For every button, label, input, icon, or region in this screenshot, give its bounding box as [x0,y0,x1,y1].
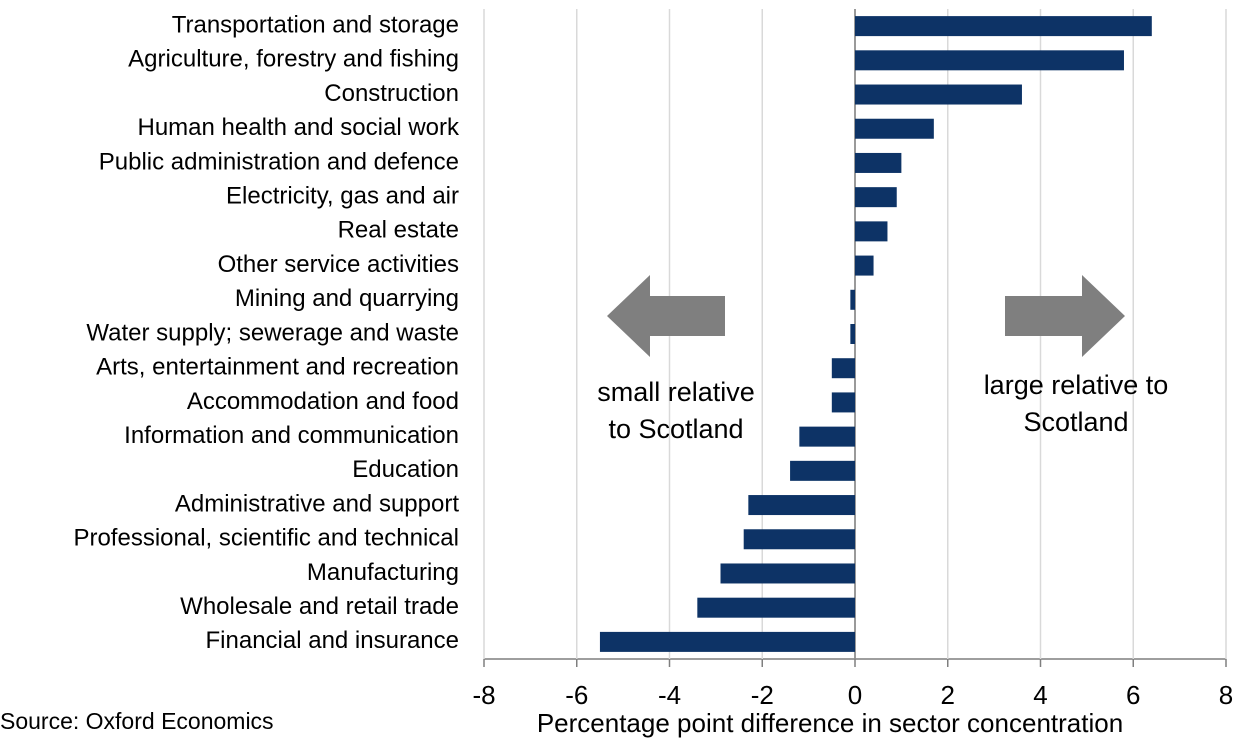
annotation: small relative [597,377,755,407]
y-tick-label: Other service activities [218,251,459,278]
annotation: Scotland [1023,407,1128,437]
y-tick-label: Administrative and support [175,490,459,517]
y-tick-label: Electricity, gas and air [226,183,459,210]
y-tick-label: Human health and social work [137,114,460,141]
y-tick-label: Transportation and storage [172,11,459,38]
left-arrow [607,275,725,357]
bar [855,84,1022,105]
y-tick-label: Education [352,456,459,483]
bar [799,426,855,447]
bar [599,631,855,652]
x-tick-label: -8 [472,680,495,710]
bar [855,16,1152,37]
y-tick-label: Financial and insurance [206,627,460,654]
bar [748,495,855,516]
x-tick-label: 0 [848,680,862,710]
x-tick-label: 6 [1126,680,1140,710]
bar [855,50,1124,71]
bar [855,118,934,139]
bar [855,152,902,173]
y-tick-label: Wholesale and retail trade [180,593,459,620]
x-tick-label: 4 [1033,680,1047,710]
bar [743,529,855,550]
y-tick-label: Professional, scientific and technical [73,525,459,552]
y-tick-label: Information and communication [124,422,459,449]
y-tick-label: Arts, entertainment and recreation [96,354,459,381]
y-tick-label: Accommodation and food [187,388,459,415]
x-tick-label: -6 [565,680,588,710]
x-tick-label: -2 [751,680,774,710]
bar [697,597,855,618]
bar [850,324,855,344]
right-arrow [1005,275,1125,357]
bar [855,255,874,276]
annotation: to Scotland [608,414,743,444]
y-tick-label: Water supply; sewerage and waste [86,319,459,346]
bar [850,289,855,310]
source: Source: Oxford Economics [0,708,274,734]
bar [855,221,888,242]
y-tick-label: Construction [324,80,459,107]
bar [720,563,855,584]
annotation: large relative to [984,370,1169,400]
y-tick-label: Manufacturing [307,559,459,586]
x-tick-label: -4 [658,680,681,710]
y-tick-label: Real estate [338,217,459,244]
bar [831,392,855,413]
y-tick-label: Public administration and defence [99,148,459,175]
x-axis-label: Percentage point difference in sector co… [537,708,1123,738]
x-tick-label: 2 [941,680,955,710]
bar [855,187,897,208]
bar [831,358,855,379]
y-tick-label: Mining and quarrying [235,285,459,312]
x-tick-label: 8 [1219,680,1233,710]
bar [790,460,855,481]
y-tick-label: Agriculture, forestry and fishing [128,46,459,73]
